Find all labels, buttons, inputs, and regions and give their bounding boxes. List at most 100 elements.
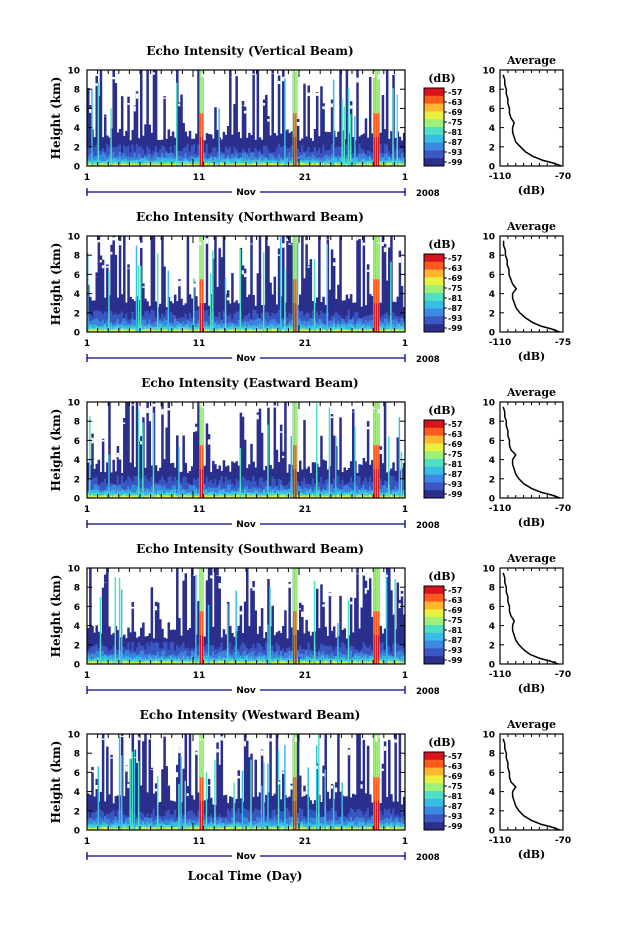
colorbar-tick-label: -69: [448, 772, 463, 781]
beam-panel: Echo Intensity (Westward Beam)0246810Hei…: [49, 708, 571, 863]
colorbar-segment: [424, 451, 444, 460]
colorbar-tick-label: -69: [448, 606, 463, 615]
colorbar-segment: [424, 142, 444, 151]
colorbar-tick-label: -75: [448, 284, 463, 293]
colorbar-tick-label: -99: [448, 822, 463, 831]
colorbar-segment: [424, 277, 444, 286]
colorbar-segment: [424, 308, 444, 317]
year-label: 2008: [416, 853, 440, 863]
profile-y-tick-label: 2: [489, 807, 495, 817]
colorbar-tick-label: -63: [448, 98, 462, 107]
profile-x-tick-label: -110: [489, 504, 512, 514]
x-tick-label: 1: [84, 505, 90, 515]
x-tick-label: 1: [402, 671, 408, 681]
panel-title: Echo Intensity (Southward Beam): [136, 542, 364, 556]
profile-y-tick-label: 10: [482, 67, 495, 77]
profile-y-tick-label: 8: [489, 86, 495, 96]
panel-title: Echo Intensity (Northward Beam): [136, 210, 364, 224]
colorbar-tick-label: -75: [448, 450, 463, 459]
colorbar-tick-label: -87: [448, 138, 462, 147]
y-tick-label: 4: [74, 622, 80, 632]
colorbar-tick-label: -87: [448, 802, 462, 811]
panel-title: Echo Intensity (Eastward Beam): [141, 376, 358, 390]
average-profile-line: [502, 738, 561, 831]
y-tick-label: 10: [67, 399, 80, 409]
colorbar-segment: [424, 632, 444, 642]
colorbar-segment: [424, 435, 444, 444]
colorbar-tick-label: -63: [448, 762, 462, 771]
profile-y-tick-label: 0: [489, 827, 495, 837]
y-tick-label: 0: [74, 329, 80, 339]
y-tick-label: 8: [74, 584, 80, 594]
profile-xlabel: (dB): [518, 350, 545, 363]
colorbar-segment: [424, 625, 444, 634]
colorbar-segment: [424, 158, 444, 167]
profile-y-tick-label: 6: [489, 769, 495, 779]
panels: Echo Intensity (Vertical Beam)0246810Hei…: [49, 44, 571, 863]
colorbar-segment: [424, 482, 444, 491]
echo-heatmap: [87, 70, 405, 166]
colorbar-segment: [424, 119, 444, 128]
profile-x-tick-label: -70: [555, 504, 571, 514]
y-axis-label: Height (km): [49, 77, 63, 160]
colorbar-frame: [423, 87, 445, 167]
profile-x-tick-label: -110: [489, 338, 512, 348]
colorbar-tick-label: -99: [448, 490, 463, 499]
colorbar-segment: [424, 656, 444, 665]
colorbar-segment: [424, 254, 444, 263]
colorbar-tick-label: -87: [448, 304, 462, 313]
colorbar-segment: [424, 111, 444, 120]
profile-x-tick-label: -70: [555, 836, 571, 846]
echo-heatmap: [87, 236, 405, 332]
x-tick-label: 1: [84, 173, 90, 183]
colorbar-segment: [424, 459, 444, 468]
year-label: 2008: [416, 189, 440, 199]
profile-x-tick-label: -75: [555, 338, 571, 348]
colorbar-segment: [424, 127, 444, 136]
colorbar-segment: [424, 759, 444, 769]
colorbar-segment: [424, 767, 444, 776]
colorbar-frame: [423, 751, 445, 831]
profile-y-tick-label: 10: [482, 731, 495, 741]
colorbar-segment: [424, 775, 444, 784]
profile-y-tick-label: 4: [489, 124, 495, 134]
colorbar-tick-label: -99: [448, 656, 463, 665]
x-tick-label: 21: [299, 173, 312, 183]
y-tick-label: 10: [67, 67, 80, 77]
profile-y-tick-label: 4: [489, 290, 495, 300]
month-label: Nov: [236, 354, 256, 364]
profile-title: Average: [506, 386, 556, 399]
colorbar-tick-label: -87: [448, 636, 462, 645]
x-tick-label: 1: [84, 837, 90, 847]
profile-y-tick-label: 8: [489, 750, 495, 760]
profile-x-tick-label: -110: [489, 836, 512, 846]
average-profile-line: [502, 240, 560, 333]
colorbar-frame: [423, 585, 445, 665]
x-tick-label: 21: [299, 837, 312, 847]
x-tick-label: 1: [84, 339, 90, 349]
profile-frame: [499, 401, 564, 499]
colorbar-segment: [424, 293, 444, 302]
colorbar-tick-label: -69: [448, 274, 463, 283]
colorbar-segment: [424, 285, 444, 294]
profile-x-tick-label: -110: [489, 172, 512, 182]
colorbar-segment: [424, 609, 444, 618]
colorbar-segment: [424, 427, 444, 437]
profile-y-tick-label: 2: [489, 641, 495, 651]
colorbar-segment: [424, 324, 444, 333]
colorbar-tick-label: -81: [448, 460, 463, 469]
colorbar-tick-label: -99: [448, 158, 463, 167]
profile-title: Average: [506, 220, 556, 233]
colorbar-tick-label: -69: [448, 108, 463, 117]
colorbar-tick-label: -93: [448, 646, 462, 655]
colorbar-tick-label: -57: [448, 88, 462, 97]
colorbar-segment: [424, 261, 444, 271]
echo-heatmap: [87, 402, 405, 498]
year-label: 2008: [416, 355, 440, 365]
profile-y-tick-label: 8: [489, 252, 495, 262]
y-tick-label: 6: [74, 769, 80, 779]
x-tick-label: 1: [84, 671, 90, 681]
beam-panel: Echo Intensity (Eastward Beam)0246810Hei…: [49, 376, 571, 531]
colorbar-segment: [424, 103, 444, 112]
profile-x-tick-label: -70: [555, 670, 571, 680]
